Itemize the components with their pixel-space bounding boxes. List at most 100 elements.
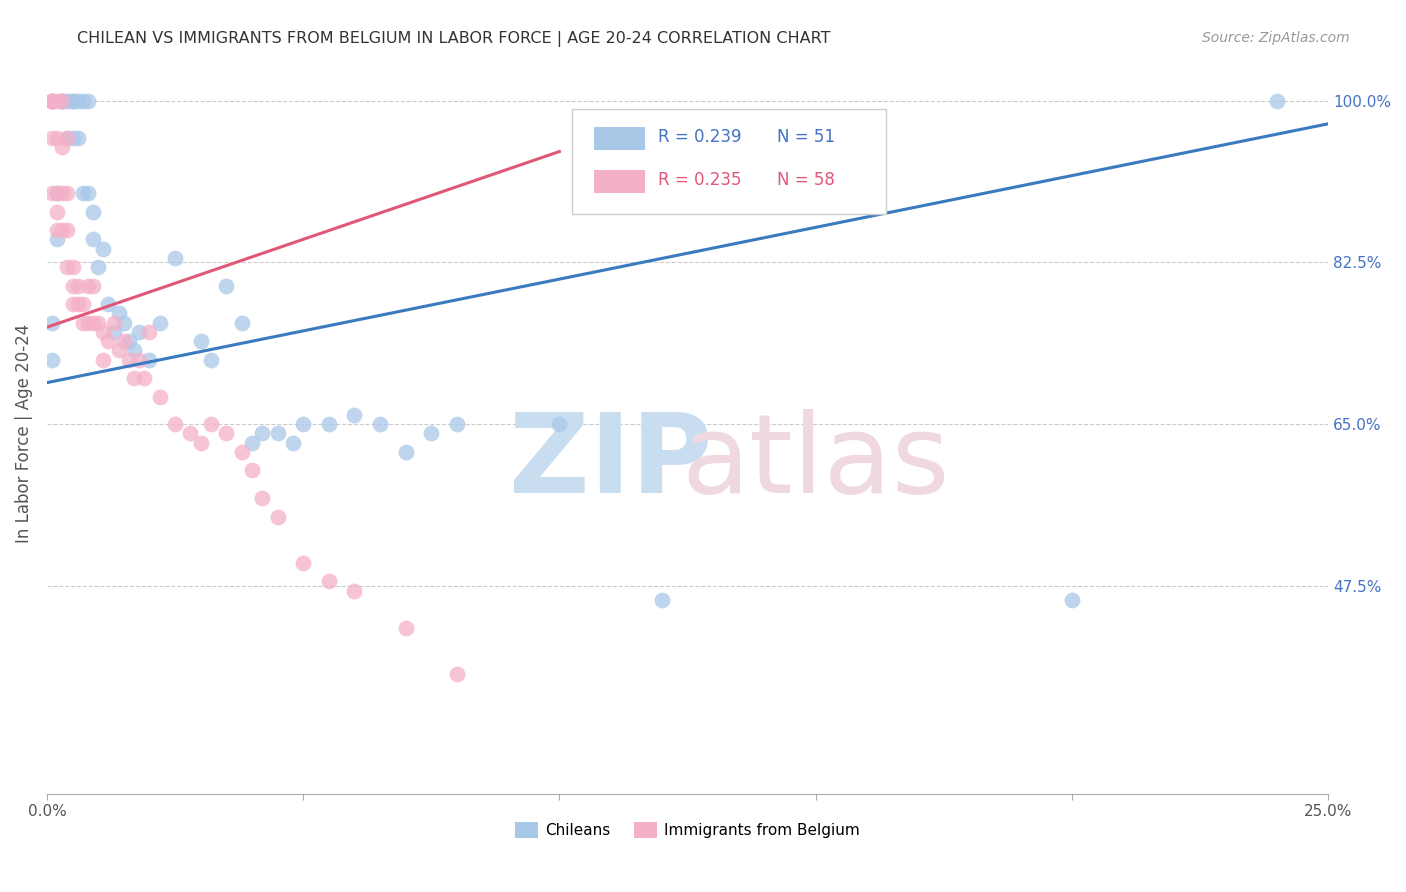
Point: [97, 297, 120, 311]
Point: [41, 352, 63, 367]
Point: [41, 130, 63, 145]
Point: [82, 232, 104, 246]
Point: [395, 445, 418, 459]
Text: CHILEAN VS IMMIGRANTS FROM BELGIUM IN LABOR FORCE | AGE 20-24 CORRELATION CHART: CHILEAN VS IMMIGRANTS FROM BELGIUM IN LA…: [77, 31, 831, 47]
Point: [62, 94, 84, 108]
Point: [266, 426, 288, 441]
Text: Source: ZipAtlas.com: Source: ZipAtlas.com: [1202, 31, 1350, 45]
Point: [41, 94, 63, 108]
Point: [91, 242, 114, 256]
Point: [51, 140, 73, 154]
Point: [41, 186, 63, 201]
Point: [51, 94, 73, 108]
Point: [56, 260, 79, 274]
Point: [66, 130, 89, 145]
Point: [62, 278, 84, 293]
Point: [122, 343, 145, 358]
Point: [46, 94, 69, 108]
Point: [343, 583, 366, 598]
Point: [318, 574, 340, 589]
Point: [41, 94, 63, 108]
Point: [46, 223, 69, 237]
Point: [66, 297, 89, 311]
Point: [240, 463, 263, 477]
Point: [395, 621, 418, 635]
Point: [46, 232, 69, 246]
Point: [62, 94, 84, 108]
Point: [420, 426, 443, 441]
Point: [103, 325, 125, 339]
Point: [51, 223, 73, 237]
Point: [82, 278, 104, 293]
Y-axis label: In Labor Force | Age 20-24: In Labor Force | Age 20-24: [15, 324, 32, 543]
Point: [107, 343, 129, 358]
Point: [41, 94, 63, 108]
Point: [651, 593, 673, 607]
Point: [231, 445, 253, 459]
Point: [163, 417, 186, 432]
Point: [56, 223, 79, 237]
Point: [134, 371, 156, 385]
Point: [548, 417, 571, 432]
Text: ZIP: ZIP: [509, 409, 713, 516]
Point: [77, 278, 100, 293]
Point: [82, 316, 104, 330]
Point: [118, 352, 141, 367]
Point: [107, 306, 129, 320]
Point: [138, 352, 160, 367]
Point: [138, 325, 160, 339]
Point: [72, 297, 94, 311]
Point: [87, 260, 110, 274]
Point: [41, 94, 63, 108]
FancyBboxPatch shape: [572, 109, 886, 213]
Point: [56, 186, 79, 201]
Point: [56, 130, 79, 145]
Point: [87, 316, 110, 330]
Point: [292, 417, 315, 432]
Point: [41, 94, 63, 108]
Point: [149, 390, 172, 404]
Text: atlas: atlas: [682, 409, 950, 516]
Point: [91, 352, 114, 367]
Bar: [593, 127, 645, 150]
Point: [72, 94, 94, 108]
Text: R = 0.235: R = 0.235: [658, 171, 741, 189]
Point: [122, 371, 145, 385]
Point: [128, 352, 150, 367]
Point: [72, 316, 94, 330]
Point: [51, 94, 73, 108]
Point: [82, 204, 104, 219]
Point: [56, 94, 79, 108]
Point: [46, 204, 69, 219]
Point: [190, 334, 212, 348]
Text: N = 58: N = 58: [778, 171, 835, 189]
Point: [77, 316, 100, 330]
Point: [149, 316, 172, 330]
Point: [292, 556, 315, 570]
Point: [56, 130, 79, 145]
Point: [200, 417, 222, 432]
Point: [190, 435, 212, 450]
Point: [446, 417, 468, 432]
Point: [46, 186, 69, 201]
Point: [231, 316, 253, 330]
Point: [66, 278, 89, 293]
Point: [368, 417, 391, 432]
Point: [66, 94, 89, 108]
Point: [179, 426, 201, 441]
Point: [1060, 593, 1083, 607]
Point: [103, 316, 125, 330]
Point: [215, 278, 238, 293]
Point: [250, 491, 273, 506]
Point: [163, 251, 186, 265]
Point: [72, 186, 94, 201]
Point: [128, 325, 150, 339]
Point: [51, 94, 73, 108]
Point: [91, 325, 114, 339]
Legend: Chileans, Immigrants from Belgium: Chileans, Immigrants from Belgium: [509, 816, 866, 844]
Point: [446, 666, 468, 681]
Point: [46, 130, 69, 145]
Text: N = 51: N = 51: [778, 128, 835, 146]
Point: [266, 509, 288, 524]
Point: [51, 94, 73, 108]
